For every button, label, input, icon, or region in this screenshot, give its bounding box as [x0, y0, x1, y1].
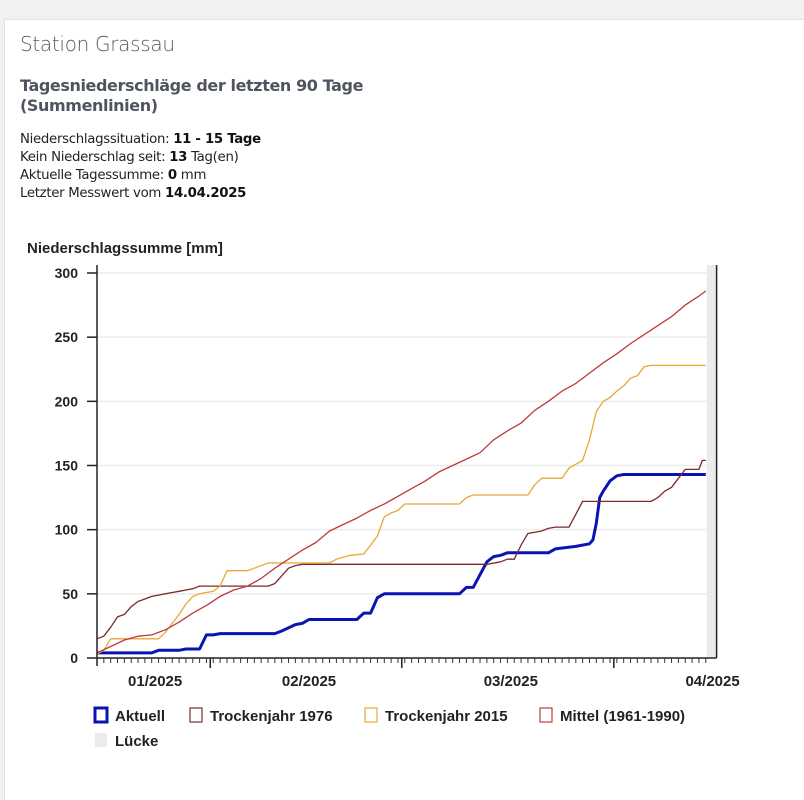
y-tick-label: 250 — [55, 329, 79, 345]
axis-layer: 0 50 100 150 200 250 300 01/2025 02/2025 03/2025 0… — [55, 265, 740, 690]
series-line-trockenjahr-1976 — [96, 459, 706, 640]
series-line-trockenjahr-2015 — [96, 364, 706, 655]
x-tick-label: 04/2025 — [685, 673, 739, 690]
series-line-mittel-1961-1990 — [96, 290, 707, 654]
legend-label: Trockenjahr 1976 — [210, 708, 333, 725]
info-last-value: Letzter Messwert vom 14.04.2025 — [20, 185, 261, 203]
info-daily-sum-label: Aktuelle Tagessumme: — [20, 168, 164, 183]
y-tick-label: 100 — [55, 522, 79, 538]
info-no-rain: Kein Niederschlag seit: 13 Tag(en) — [20, 149, 261, 167]
info-situation-value: 11 - 15 Tage — [173, 132, 261, 147]
info-daily-sum-value: 0 — [167, 168, 177, 183]
info-daily-sum-unit: mm — [180, 168, 207, 183]
info-last-value-date: 14.04.2025 — [165, 186, 247, 201]
y-tick-label: 200 — [55, 393, 79, 409]
station-title: Station Grassau — [20, 32, 175, 56]
gap-band — [706, 265, 717, 658]
station-info: Niederschlagssituation: 11 - 15 Tage Kei… — [20, 131, 261, 203]
legend-label: Aktuell — [115, 708, 165, 725]
info-last-value-label: Letzter Messwert vom — [20, 186, 162, 201]
station-card: Station Grassau Tagesniederschläge der l… — [4, 19, 804, 800]
legend-swatch — [95, 733, 107, 747]
x-tick-label: 03/2025 — [484, 673, 538, 690]
legend-swatch — [539, 707, 553, 723]
y-tick-label: 50 — [62, 586, 78, 602]
chart-heading-line2: (Summenlinien) — [20, 96, 158, 115]
info-no-rain-unit: Tag(en) — [191, 150, 239, 165]
legend-item[interactable]: Trockenjahr 1976 — [189, 707, 333, 725]
legend: Aktuell Trockenjahr 1976 Trockenjahr 2015 M… — [93, 706, 685, 750]
legend-item[interactable]: Trockenjahr 2015 — [364, 707, 508, 725]
y-tick-label: 150 — [55, 458, 79, 474]
y-axis-title: Niederschlagssumme [mm] — [27, 240, 223, 257]
info-situation: Niederschlagssituation: 11 - 15 Tage — [20, 131, 261, 149]
gap-band-layer — [706, 265, 717, 658]
info-no-rain-value: 13 — [169, 150, 188, 165]
grid-layer — [97, 272, 717, 595]
legend-swatch — [364, 707, 378, 723]
info-daily-sum: Aktuelle Tagessumme: 0 mm — [20, 167, 261, 185]
info-situation-label: Niederschlagssituation: — [20, 132, 170, 147]
y-tick-label: 0 — [70, 650, 78, 666]
precipitation-chart: Niederschlagssumme [mm] 0 50 100 150 200 250 3… — [27, 240, 740, 750]
legend-label: Mittel (1961-1990) — [560, 708, 685, 725]
y-tick-label: 300 — [55, 265, 79, 281]
info-no-rain-label: Kein Niederschlag seit: — [20, 150, 166, 165]
series-line-aktuell — [97, 473, 706, 655]
x-tick-label: 01/2025 — [128, 673, 182, 690]
legend-item[interactable]: Lücke — [95, 733, 158, 750]
legend-label: Lücke — [115, 733, 158, 750]
chart-heading: Tagesniederschläge der letzten 90 Tage (… — [20, 76, 363, 116]
x-tick-label: 02/2025 — [282, 673, 336, 690]
chart-heading-line1: Tagesniederschläge der letzten 90 Tage — [20, 76, 364, 95]
series-layer — [96, 290, 707, 655]
legend-swatch — [93, 706, 109, 724]
legend-label: Trockenjahr 2015 — [385, 708, 508, 725]
legend-item[interactable]: Mittel (1961-1990) — [539, 707, 685, 725]
legend-swatch — [189, 707, 203, 723]
legend-item[interactable]: Aktuell — [93, 706, 165, 725]
